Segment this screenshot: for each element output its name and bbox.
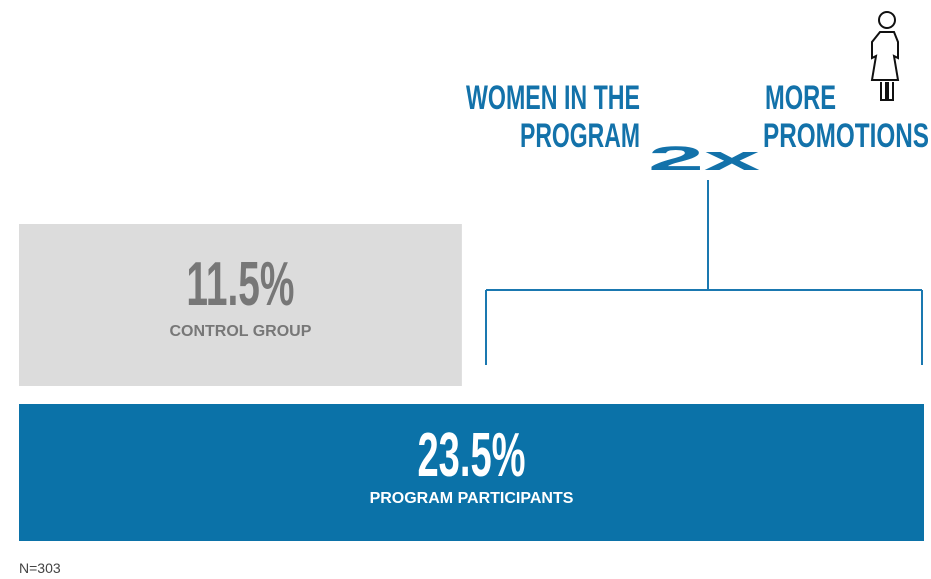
category-label: CONTROL GROUP [169,323,311,340]
headline-right: MORE [765,79,836,117]
headline-left: PROGRAM [520,117,640,155]
woman-icon [870,11,900,101]
value-label: 11.5% [186,250,294,319]
category-label: PROGRAM PARTICIPANTS [370,490,574,507]
bar [19,404,924,541]
value-label: 23.5% [418,421,526,490]
sample-note: N=303 [19,560,61,576]
bracket [485,180,923,365]
bar [19,224,462,386]
headline-right: PROMOTIONS [763,117,929,155]
headline-left: WOMEN IN THE [466,79,640,117]
headline-multiplier: 2x [648,140,760,178]
